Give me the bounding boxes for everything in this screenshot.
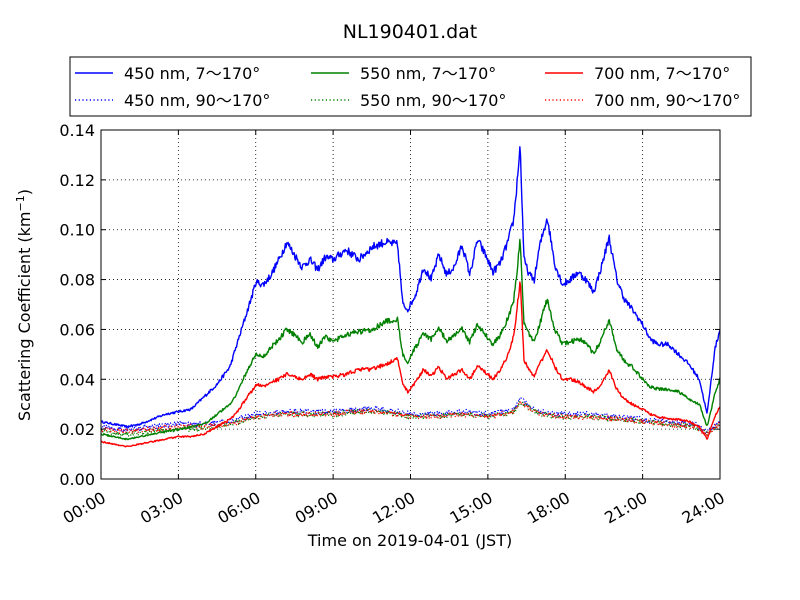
- axis-ticks: [100, 129, 721, 480]
- y-tick-label: 0.02: [59, 420, 95, 439]
- x-tick-label: 06:00: [214, 488, 263, 528]
- legend-label-2: 550 nm, 7～170°: [360, 64, 496, 83]
- y-tick-label: 0.00: [59, 470, 95, 489]
- x-tick-label: 15:00: [446, 488, 495, 528]
- legend-box: [69, 56, 752, 117]
- legend: 450 nm, 7～170° 550 nm, 7～170° 700 nm, 7～17…: [69, 56, 752, 117]
- y-tick-label: 0.06: [59, 320, 95, 339]
- y-axis-label: Scattering Coefficient (km−1): [14, 189, 34, 421]
- y-tick-labels: 0.00 0.02 0.04 0.06 0.08 0.10 0.12 0.14: [59, 121, 95, 489]
- x-axis-label: Time on 2019-04-01 (JST): [307, 531, 512, 550]
- y-tick-label: 0.04: [59, 370, 95, 389]
- x-tick-label: 24:00: [679, 488, 728, 528]
- y-tick-label: 0.14: [59, 121, 95, 140]
- legend-label-3: 700 nm, 7～170°: [594, 64, 730, 83]
- series-line-5: [101, 401, 720, 438]
- y-tick-label: 0.08: [59, 271, 95, 290]
- y-axis-label-main: Scattering Coefficient (km: [15, 211, 34, 421]
- x-tick-label: 21:00: [601, 488, 650, 528]
- legend-label-6: 700 nm, 90～170°: [594, 91, 740, 110]
- x-tick-label: 12:00: [369, 488, 418, 528]
- x-tick-label: 18:00: [524, 488, 573, 528]
- legend-label-1: 450 nm, 7～170°: [124, 64, 260, 83]
- y-tick-label: 0.12: [59, 171, 95, 190]
- series-line-6: [101, 400, 720, 436]
- chart-title: NL190401.dat: [343, 21, 478, 43]
- y-axis-label-end: ): [15, 189, 34, 195]
- series-line-3: [101, 281, 720, 448]
- legend-label-4: 450 nm, 90～170°: [124, 91, 270, 110]
- x-tick-label: 09:00: [292, 488, 341, 528]
- legend-label-5: 550 nm, 90～170°: [360, 91, 506, 110]
- x-tick-label: 00:00: [60, 488, 109, 528]
- x-tick-label: 03:00: [137, 488, 186, 528]
- series-layer: [101, 146, 720, 448]
- series-line-1: [101, 146, 720, 428]
- x-tick-labels: 00:00 03:00 06:00 09:00 12:00 15:00 18:00 21:00…: [60, 488, 728, 528]
- series-line-2: [101, 238, 720, 441]
- y-axis-label-superscript: −1: [14, 195, 27, 211]
- y-tick-label: 0.10: [59, 221, 95, 240]
